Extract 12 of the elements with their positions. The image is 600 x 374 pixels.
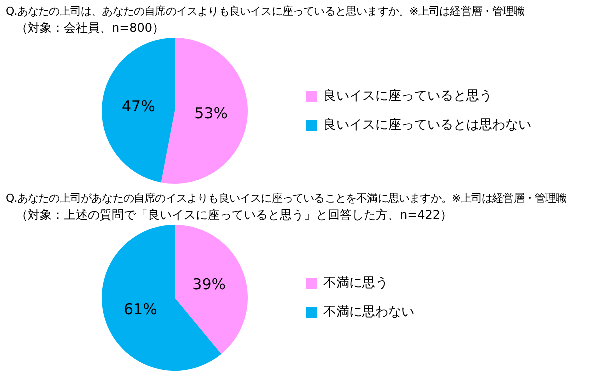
chart-subtitle: （対象：会社員、n=800） [15,20,166,36]
data-label: 39% [192,276,226,294]
data-label: 47% [122,97,156,116]
chart-title: Q.あなたの上司は、あなたの自席のイスよりも良いイスに座っていると思いますか。※上司は経営層・管理職 [5,4,526,20]
legend-label: 不満に思わない [324,304,414,320]
legend-label: 良いイスに座っているとは思わない [324,116,532,133]
chart-title: Q.あなたの上司があなたの自席のイスよりも良いイスに座っていることを不満に思いますか。※上司は経営層・管理職 [5,191,568,207]
data-label: 61% [124,300,158,318]
legend-label: 良いイスに座っていると思う [324,88,492,104]
legend-label: 不満に思う [324,276,388,291]
chart-subtitle: （対象：上述の質問で「良いイスに座っていると思う」と回答した方、n=422） [15,207,454,223]
data-label: 53% [194,104,228,122]
